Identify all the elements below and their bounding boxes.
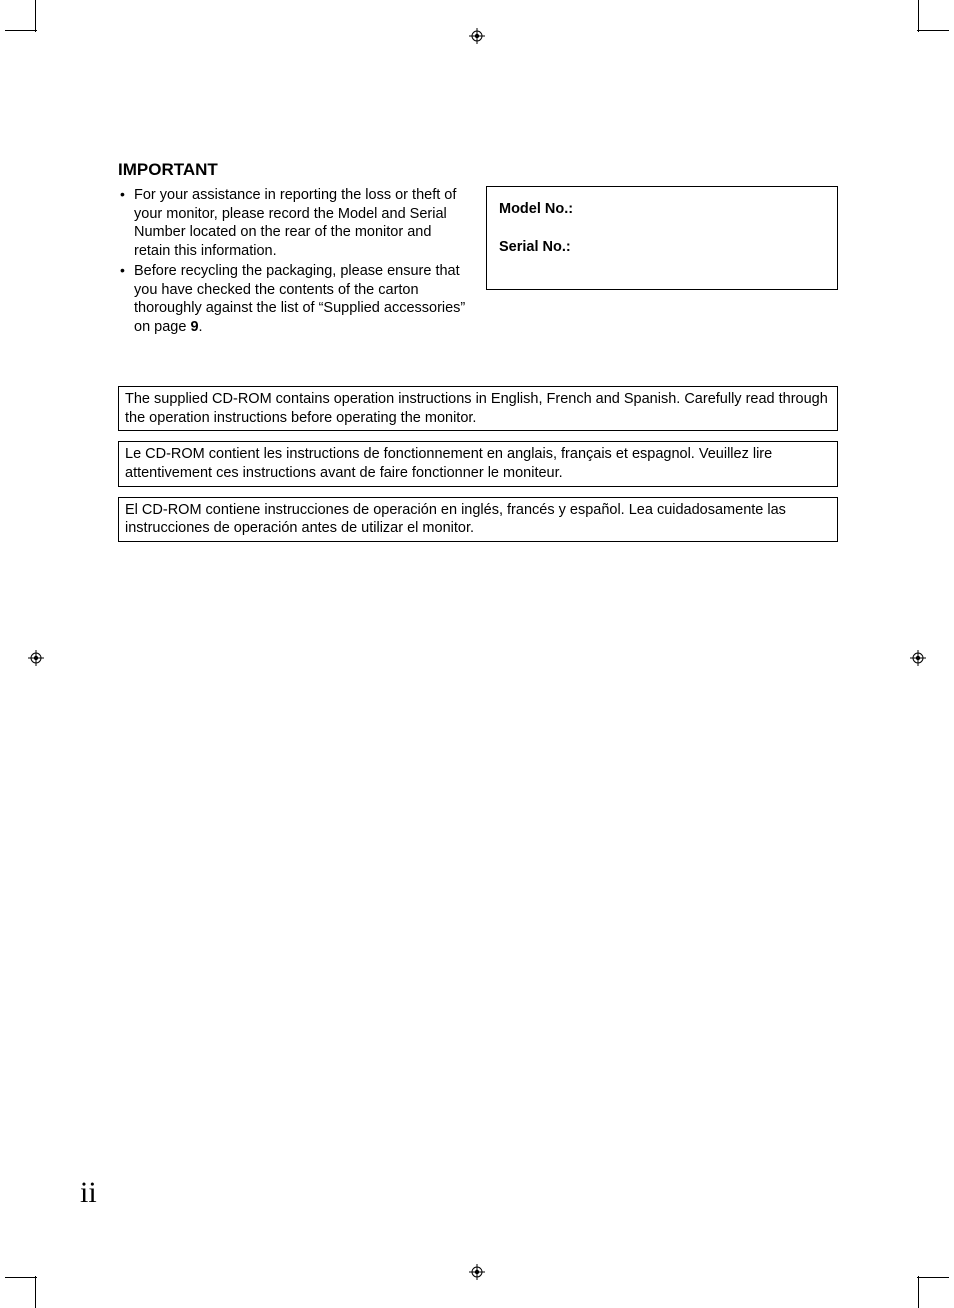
- model-no-label: Model No.:: [499, 201, 825, 217]
- bullet-item: For your assistance in reporting the los…: [118, 186, 468, 260]
- page-content: IMPORTANT For your assistance in reporti…: [118, 160, 838, 552]
- bullet-text-after: .: [199, 319, 203, 335]
- registration-mark-icon: [469, 28, 485, 44]
- bullet-bold: 9: [190, 319, 198, 335]
- language-notice-fr: Le CD-ROM contient les instructions de f…: [118, 441, 838, 486]
- bullet-text: Before recycling the packaging, please e…: [134, 263, 465, 335]
- model-serial-box: Model No.: Serial No.:: [486, 186, 838, 290]
- crop-mark-bottom-left: [5, 1268, 45, 1308]
- bullet-text: For your assistance in reporting the los…: [134, 187, 456, 259]
- crop-mark-top-right: [909, 0, 949, 40]
- top-row: For your assistance in reporting the los…: [118, 186, 838, 338]
- registration-mark-icon: [469, 1264, 485, 1280]
- page-number: ii: [80, 1176, 97, 1210]
- registration-mark-icon: [910, 650, 926, 666]
- registration-mark-icon: [28, 650, 44, 666]
- crop-mark-top-left: [5, 0, 45, 40]
- language-notice-es: El CD-ROM contiene instrucciones de oper…: [118, 497, 838, 542]
- heading-important: IMPORTANT: [118, 160, 838, 180]
- bullet-item: Before recycling the packaging, please e…: [118, 262, 468, 336]
- language-notice-en: The supplied CD-ROM contains operation i…: [118, 386, 838, 431]
- crop-mark-bottom-right: [909, 1268, 949, 1308]
- serial-no-label: Serial No.:: [499, 239, 825, 255]
- bullet-list: For your assistance in reporting the los…: [118, 186, 468, 338]
